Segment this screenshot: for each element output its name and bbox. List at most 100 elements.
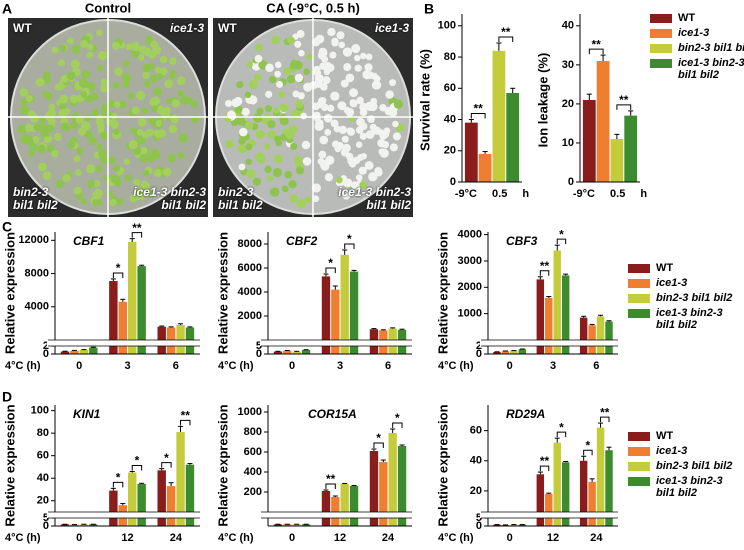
seedling <box>319 135 329 145</box>
seedling <box>142 71 150 79</box>
bar <box>518 524 527 526</box>
seedling <box>100 83 109 93</box>
seedling <box>278 91 285 98</box>
seedling <box>256 107 264 115</box>
seedling <box>359 132 367 140</box>
seedling <box>124 174 132 182</box>
seedling <box>290 142 298 151</box>
y-tick-label: 8000 <box>238 238 262 250</box>
seedling <box>122 80 130 89</box>
legend-item: ice1-3 <box>628 445 742 457</box>
seedling <box>160 67 168 76</box>
significance-bracket <box>392 422 403 428</box>
seedling <box>112 41 120 50</box>
seedling <box>37 144 46 154</box>
seedling <box>302 157 312 166</box>
seedling <box>227 110 236 120</box>
seedling <box>59 94 69 104</box>
x-tick-label: 3 <box>124 360 130 372</box>
seedling <box>190 114 200 124</box>
seedling <box>254 43 263 52</box>
seedling <box>42 71 51 80</box>
photo-label: bin2-3 bil1 bil2 <box>218 185 263 212</box>
seedling <box>371 80 382 90</box>
y-tick-label: 200 <box>244 486 262 498</box>
bar <box>596 316 605 354</box>
x-tick-label: 0 <box>507 360 513 372</box>
y-tick-label: 60 <box>470 425 482 437</box>
seedling <box>77 127 87 136</box>
seedling <box>98 50 108 61</box>
legend-label: ice1-3 bin2-3 bil1 bil2 <box>656 307 723 331</box>
legend-label: ice1-3 <box>656 445 688 457</box>
seedling <box>268 75 277 84</box>
y-tick-label: 60 <box>444 82 456 94</box>
y-tick-label: 40 <box>562 20 574 32</box>
significance-label: ** <box>619 93 629 107</box>
bar <box>545 493 553 526</box>
seedling <box>225 139 235 149</box>
seedling <box>325 156 334 165</box>
seedling <box>164 106 171 114</box>
y-tick-label: 100 <box>31 405 49 417</box>
bar <box>79 350 89 354</box>
panel-label: B <box>424 1 434 17</box>
seedling <box>341 135 349 143</box>
seedling <box>53 133 62 142</box>
seedling <box>81 70 91 79</box>
y-tick-label: 0 <box>476 348 482 360</box>
seedling <box>342 47 351 56</box>
bar <box>79 524 89 526</box>
seedling <box>329 51 337 59</box>
seedling <box>327 104 335 112</box>
seedling <box>171 99 180 108</box>
seedling <box>273 154 283 164</box>
seedling <box>365 130 375 139</box>
seedling <box>271 35 280 45</box>
seedling <box>93 180 101 187</box>
bar <box>331 497 340 526</box>
legend: WT ice1-3 bin2-3 bil1 bil2 ice1-3 bin2-3 bi… <box>628 430 742 502</box>
seedling <box>98 149 108 159</box>
seedling <box>129 194 138 203</box>
y-tick-label: 4000 <box>25 301 49 313</box>
x-tick-label: 12 <box>121 532 133 544</box>
seedling <box>319 97 327 105</box>
seedling <box>354 64 362 72</box>
seedling <box>368 172 378 182</box>
seedling <box>335 141 344 151</box>
y-tick-label: 5 <box>256 340 262 352</box>
seedling <box>276 80 284 88</box>
seedling <box>311 183 322 193</box>
bar <box>506 92 520 182</box>
seedling <box>162 167 172 177</box>
seedling <box>110 174 121 185</box>
bar <box>273 524 283 526</box>
photo <box>8 18 208 217</box>
seedling <box>304 196 312 204</box>
seedling <box>91 108 99 117</box>
seedling <box>379 148 389 158</box>
significance-label: * <box>347 232 352 246</box>
significance-label: ** <box>132 221 142 235</box>
x-tick-label: 0 <box>76 532 82 544</box>
seedling <box>338 41 346 49</box>
seedling <box>95 164 104 173</box>
seedling <box>279 103 289 113</box>
seedling <box>70 121 79 130</box>
seedling <box>245 143 253 151</box>
bar <box>388 433 397 526</box>
seedling <box>118 100 127 109</box>
seedling <box>176 76 186 86</box>
seedling <box>288 180 297 189</box>
significance-label: ** <box>592 37 602 51</box>
significance-bracket <box>180 419 191 426</box>
x-tick-label: 6 <box>385 360 391 372</box>
seedling <box>66 37 74 45</box>
seedling <box>40 124 49 133</box>
seedling <box>389 143 398 152</box>
legend-swatch <box>628 264 650 273</box>
legend-item: bin2-3 bil1 bil2 <box>628 460 742 472</box>
bar <box>70 524 79 526</box>
